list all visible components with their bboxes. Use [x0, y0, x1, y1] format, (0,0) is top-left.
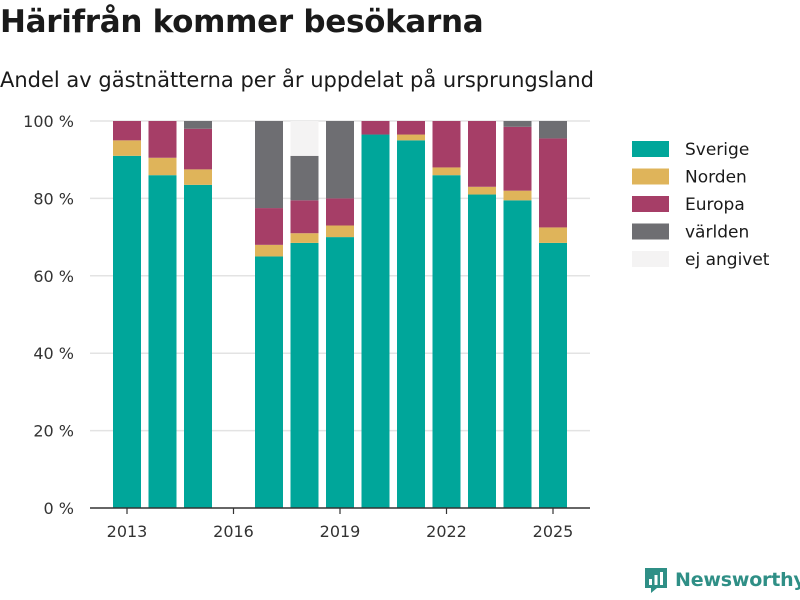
bar-segment-Norden-2021 — [397, 134, 425, 141]
bar-segment-Norden-2015 — [184, 169, 212, 185]
x-tick-label: 2022 — [426, 522, 467, 541]
legend-swatch-ej-angivet — [632, 251, 669, 267]
y-tick-label: 40 % — [33, 344, 74, 363]
chart-subtitle: Andel av gästnätterna per år uppdelat på… — [0, 68, 594, 92]
bar-segment-Sverige-2018 — [290, 242, 319, 508]
bar-segment-världen-2017 — [255, 121, 283, 209]
bar-segment-Sverige-2019 — [326, 237, 354, 508]
legend-label-Sverige: Sverige — [685, 140, 749, 160]
bar-segment-världen-2018 — [290, 155, 319, 201]
chart-title: Härifrån kommer besökarna — [0, 4, 484, 40]
legend-label-Norden: Norden — [685, 168, 747, 188]
bars — [113, 121, 567, 509]
bar-segment-Europa-2018 — [290, 200, 319, 234]
bar-segment-världen-2019 — [326, 121, 354, 199]
bar-segment-Europa-2025 — [539, 138, 567, 228]
newsworthy-logo-icon — [645, 568, 667, 593]
bar-segment-Norden-2018 — [290, 233, 319, 243]
bar-segment-Sverige-2023 — [468, 194, 496, 508]
bar-segment-Sverige-2013 — [113, 155, 141, 508]
bar-segment-Europa-2022 — [432, 121, 461, 168]
bar-segment-Europa-2021 — [397, 121, 425, 135]
bar-segment-Europa-2013 — [113, 121, 141, 141]
legend-swatch-Europa — [632, 196, 669, 212]
x-axis: 2013 2016 2019 2022 2025 — [90, 507, 590, 541]
legend-label-världen: världen — [685, 223, 749, 243]
x-tick-label: 2016 — [213, 522, 254, 541]
bar-segment-Europa-2017 — [255, 208, 283, 245]
y-tick-label: 80 % — [33, 189, 74, 208]
bar-segment-Sverige-2017 — [255, 256, 283, 508]
legend: Sverige Norden Europa världen ej angivet — [632, 140, 770, 270]
bar-segment-Europa-2023 — [468, 121, 496, 187]
bar-segment-ej-angivet-2018 — [290, 121, 319, 156]
y-tick-label: 60 % — [33, 267, 74, 286]
bar-segment-Sverige-2024 — [503, 200, 532, 508]
bar-segment-världen-2024 — [503, 121, 532, 127]
bar-segment-världen-2025 — [539, 121, 567, 139]
newsworthy-logo-text: Newsworthy — [675, 569, 800, 591]
bar-segment-Europa-2024 — [503, 126, 532, 191]
x-tick-label: 2025 — [533, 522, 574, 541]
bar-segment-Europa-2014 — [148, 121, 177, 158]
bar-segment-Sverige-2015 — [184, 184, 212, 509]
bar-segment-Europa-2015 — [184, 128, 212, 170]
bar-segment-Norden-2022 — [432, 167, 461, 176]
bar-segment-Norden-2023 — [468, 186, 496, 195]
bar-segment-Sverige-2025 — [539, 242, 567, 508]
bar-segment-Norden-2014 — [148, 157, 177, 176]
legend-label-ej-angivet: ej angivet — [685, 250, 770, 270]
x-tick-label: 2013 — [107, 522, 148, 541]
bar-segment-Sverige-2020 — [361, 134, 390, 509]
bar-segment-Norden-2019 — [326, 225, 354, 238]
newsworthy-logo: Newsworthy — [643, 566, 800, 594]
bar-segment-Sverige-2014 — [148, 175, 177, 508]
legend-swatch-Sverige — [632, 141, 669, 157]
bar-segment-Norden-2025 — [539, 227, 567, 243]
bar-segment-Norden-2024 — [503, 190, 532, 201]
y-tick-label: 20 % — [33, 422, 74, 441]
bar-segment-världen-2015 — [184, 121, 212, 129]
x-tick-label: 2019 — [320, 522, 361, 541]
bar-segment-Europa-2020 — [361, 121, 390, 135]
legend-swatch-Norden — [632, 168, 669, 185]
legend-swatch-världen — [632, 223, 669, 240]
bar-segment-Sverige-2021 — [397, 140, 425, 508]
bar-segment-Sverige-2022 — [432, 175, 461, 508]
y-axis: 0 % 20 % 40 % 60 % 80 % 100 % — [23, 112, 74, 518]
bar-segment-Norden-2013 — [113, 140, 141, 156]
y-tick-label: 0 % — [44, 499, 74, 518]
bar-segment-Norden-2017 — [255, 244, 283, 257]
bar-segment-Europa-2019 — [326, 198, 354, 226]
y-tick-label: 100 % — [23, 112, 74, 131]
legend-label-Europa: Europa — [685, 195, 745, 215]
